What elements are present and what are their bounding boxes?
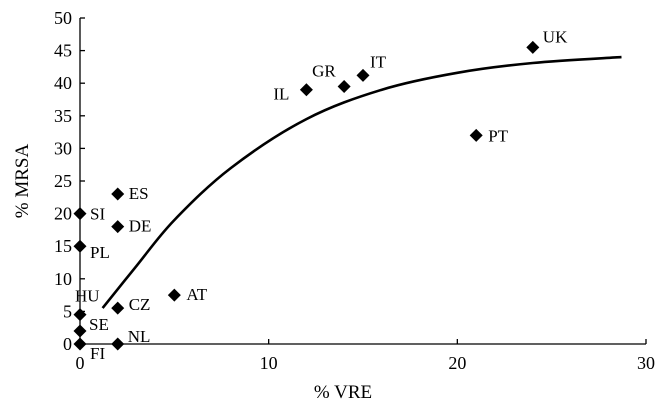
point-marker-fi (73, 337, 87, 351)
point-label-hu: HU (75, 287, 100, 306)
point-label-il: IL (273, 85, 289, 104)
point-marker-at (167, 288, 181, 302)
point-label-uk: UK (543, 27, 568, 46)
point-marker-si (73, 207, 87, 221)
y-tick-label: 50 (54, 8, 72, 28)
y-tick-label: 20 (54, 204, 72, 224)
x-tick-label: 10 (260, 353, 278, 373)
y-tick-label: 0 (63, 334, 72, 354)
x-axis-title: % VRE (314, 382, 372, 403)
point-label-pl: PL (90, 243, 110, 262)
point-marker-it (356, 68, 370, 82)
point-marker-cz (111, 301, 125, 315)
point-label-fi: FI (90, 344, 105, 363)
point-label-pt: PT (488, 126, 508, 145)
y-tick-label: 25 (54, 171, 72, 191)
point-label-gr: GR (312, 61, 336, 80)
point-label-es: ES (129, 184, 149, 203)
y-tick-label: 10 (54, 269, 72, 289)
point-marker-il (299, 83, 313, 97)
x-tick-label: 20 (448, 353, 466, 373)
point-marker-se (73, 324, 87, 338)
point-marker-de (111, 220, 125, 234)
y-tick-label: 45 (54, 41, 72, 61)
point-marker-nl (111, 337, 125, 351)
y-tick-label: 35 (54, 106, 72, 126)
point-marker-pt (469, 128, 483, 142)
y-tick-label: 30 (54, 138, 72, 158)
point-marker-es (111, 187, 125, 201)
data-points: UK IT GR IL PT ES SI DE PL AT CZ HU SE NL FI (73, 27, 568, 363)
y-ticks: 0 5 10 15 20 25 30 35 40 45 50 (54, 8, 85, 354)
point-label-it: IT (370, 52, 387, 71)
point-marker-uk (526, 40, 540, 54)
trendline (101, 55, 622, 309)
point-marker-pl (73, 239, 87, 253)
point-label-at: AT (186, 285, 207, 304)
point-label-cz: CZ (129, 295, 151, 314)
point-label-de: DE (129, 217, 152, 236)
x-tick-label: 30 (637, 353, 655, 373)
y-tick-label: 15 (54, 236, 72, 256)
point-label-nl: NL (128, 327, 151, 346)
y-tick-label: 40 (54, 73, 72, 93)
point-label-se: SE (89, 315, 109, 334)
x-ticks: 0 10 20 30 (76, 339, 655, 373)
point-label-si: SI (90, 205, 105, 224)
y-axis-title: % MRSA (12, 144, 33, 219)
x-tick-label: 0 (76, 353, 85, 373)
point-marker-hu (73, 308, 87, 322)
point-marker-gr (337, 79, 351, 93)
y-tick-label: 5 (63, 301, 72, 321)
